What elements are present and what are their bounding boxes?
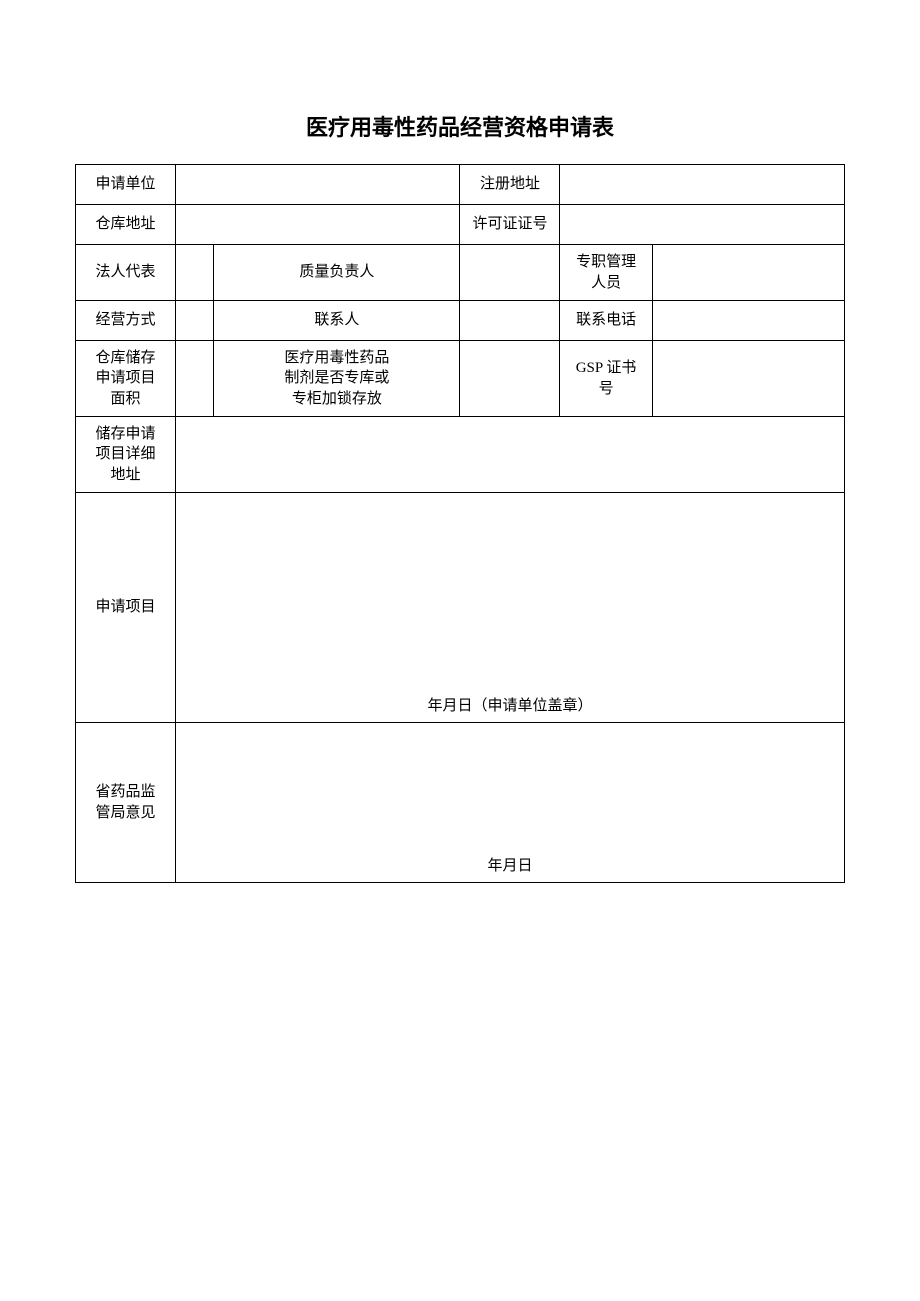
value-contact-phone[interactable] [652,301,844,341]
document-title: 医疗用毒性药品经营资格申请表 [75,110,845,142]
application-form-table: 申请单位 注册地址 仓库地址 许可证证号 法人代表 质量负责人 专职管理人员 经… [75,164,845,883]
value-quality-manager[interactable] [460,245,560,301]
label-locked-storage: 医疗用毒性药品制剂是否专库或专柜加锁存放 [214,341,460,417]
label-applicant-unit: 申请单位 [76,165,176,205]
label-registered-address: 注册地址 [460,165,560,205]
value-dedicated-manager[interactable] [652,245,844,301]
value-warehouse-address[interactable] [175,205,460,245]
value-legal-rep[interactable] [175,245,213,301]
label-storage-detail-address: 储存申请项目详细地址 [76,417,176,493]
label-dedicated-manager: 专职管理人员 [560,245,652,301]
value-storage-detail-address[interactable] [175,417,844,493]
value-applicant-unit[interactable] [175,165,460,205]
value-business-mode[interactable] [175,301,213,341]
date-seal-text: 年月日（申请单位盖章） [427,698,592,714]
label-storage-area: 仓库储存申请项目面积 [76,341,176,417]
value-registered-address[interactable] [560,165,845,205]
label-application-items: 申请项目 [76,493,176,723]
label-warehouse-address: 仓库地址 [76,205,176,245]
value-storage-area[interactable] [175,341,213,417]
value-gsp-cert-no[interactable] [652,341,844,417]
value-supervision-opinion[interactable]: 年月日 [175,723,844,883]
label-gsp-cert-no: GSP 证书号 [560,341,652,417]
value-locked-storage[interactable] [460,341,560,417]
value-license-no[interactable] [560,205,845,245]
label-quality-manager: 质量负责人 [214,245,460,301]
label-license-no: 许可证证号 [460,205,560,245]
label-contact-person: 联系人 [214,301,460,341]
value-contact-person[interactable] [460,301,560,341]
label-contact-phone: 联系电话 [560,301,652,341]
value-application-items[interactable]: 年月日（申请单位盖章） [175,493,844,723]
label-supervision-opinion: 省药品监管局意见 [76,723,176,883]
label-business-mode: 经营方式 [76,301,176,341]
label-legal-rep: 法人代表 [76,245,176,301]
date-text: 年月日 [487,858,532,874]
